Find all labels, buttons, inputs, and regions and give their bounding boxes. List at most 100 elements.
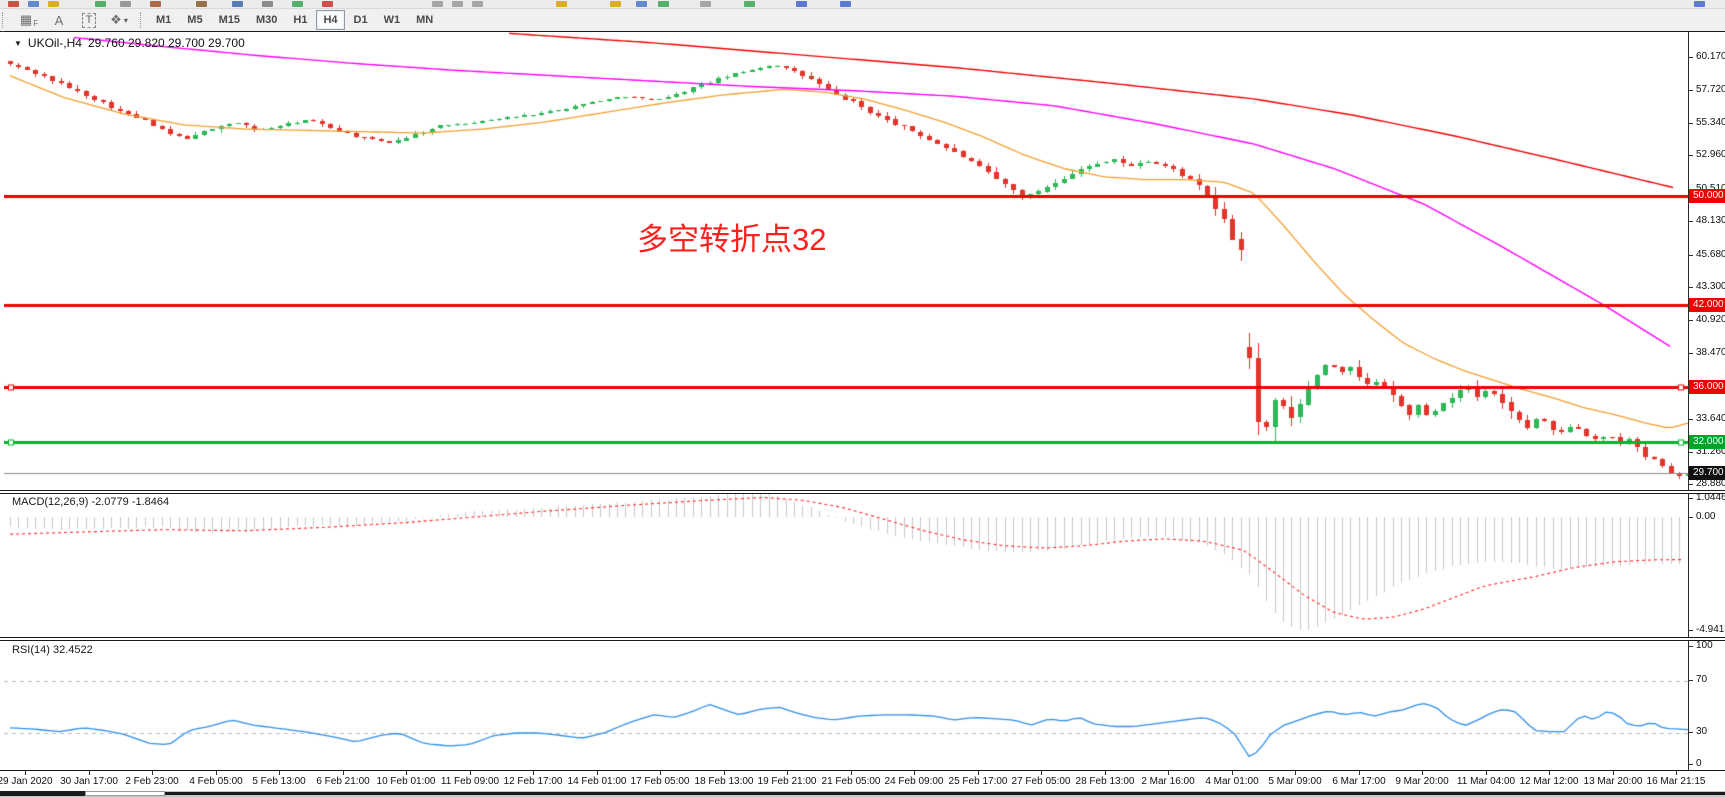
time-axis-tick bbox=[1359, 771, 1360, 775]
toolbar: ▦ F A T ❖ ▾ M1 M5 M15 M30 H1 H4 D1 W1 MN bbox=[0, 9, 1725, 32]
price-axis-tick bbox=[1689, 484, 1693, 485]
toolbar-icon-fragment bbox=[120, 1, 131, 7]
time-axis-label: 12 Mar 12:00 bbox=[1519, 776, 1579, 787]
toolbar-icon-fragment bbox=[556, 1, 567, 7]
panel-splitter[interactable] bbox=[0, 637, 1725, 641]
time-axis-tick bbox=[25, 771, 26, 775]
text-label-icon[interactable]: A bbox=[54, 12, 64, 28]
time-axis-tick bbox=[343, 771, 344, 775]
toolbar-icon-fragment bbox=[840, 1, 851, 7]
chart-title: ▼ UKOil-,H4 29.760 29.820 29.700 29.700 bbox=[14, 36, 245, 50]
time-axis-tick bbox=[406, 771, 407, 775]
time-axis-tick bbox=[470, 771, 471, 775]
timeframe-button-w1[interactable]: W1 bbox=[383, 14, 401, 26]
price-axis-tick bbox=[1689, 155, 1693, 156]
macd-label: MACD(12,26,9) -2.0779 -1.8464 bbox=[12, 496, 170, 508]
scrollbar-track[interactable] bbox=[0, 791, 85, 796]
timeframe-button-mn[interactable]: MN bbox=[416, 14, 434, 26]
macd-axis-label: -4.9417 bbox=[1696, 624, 1725, 635]
price-level-badge: 50.000 bbox=[1689, 189, 1725, 203]
price-level-badge: 42.000 bbox=[1689, 298, 1725, 312]
macd-axis-tick bbox=[1689, 517, 1693, 518]
time-axis-label: 9 Mar 20:00 bbox=[1395, 776, 1449, 787]
toolbar-icon-fragment bbox=[636, 1, 647, 7]
rsi-axis-tick bbox=[1689, 680, 1693, 681]
objects-arrows-icon[interactable]: ❖ ▾ bbox=[110, 12, 128, 27]
toolbar-icon-fragment bbox=[95, 1, 106, 7]
price-axis-tick bbox=[1689, 452, 1693, 453]
price-axis-label: 33.640 bbox=[1696, 413, 1725, 424]
toolbar-icon-fragment bbox=[796, 1, 807, 7]
price-axis-label: 60.170 bbox=[1696, 51, 1725, 62]
panel-splitter[interactable] bbox=[0, 490, 1725, 494]
rsi-axis-label: 70 bbox=[1696, 674, 1708, 685]
price-axis-label: 48.130 bbox=[1696, 215, 1725, 226]
macd-canvas[interactable] bbox=[4, 494, 1688, 637]
timeframe-button-m1[interactable]: M1 bbox=[156, 14, 172, 26]
timeframe-button-m15[interactable]: M15 bbox=[218, 14, 240, 26]
time-axis-label: 17 Feb 05:00 bbox=[630, 776, 690, 787]
time-axis-label: 30 Jan 17:00 bbox=[60, 776, 118, 787]
rsi-axis-tick bbox=[1689, 764, 1693, 765]
time-axis-tick bbox=[914, 771, 915, 775]
chart-ohlc-values: 29.760 29.820 29.700 29.700 bbox=[87, 36, 245, 50]
toolbar-icon-fragment bbox=[48, 1, 59, 7]
toolbar-icon-fragment bbox=[196, 1, 207, 7]
price-axis-label: 38.470 bbox=[1696, 347, 1725, 358]
toolbar-icon-fragment bbox=[322, 1, 333, 7]
time-axis-tick bbox=[851, 771, 852, 775]
time-axis-label: 4 Feb 05:00 bbox=[189, 776, 243, 787]
rsi-label: RSI(14) 32.4522 bbox=[12, 644, 93, 656]
rsi-axis-tick bbox=[1689, 732, 1693, 733]
time-axis-tick bbox=[1486, 771, 1487, 775]
time-axis-tick bbox=[1549, 771, 1550, 775]
chart-symbol-period: UKOil-,H4 bbox=[27, 36, 82, 50]
time-axis-label: 29 Jan 2020 bbox=[0, 776, 53, 787]
price-level-badge: 32.000 bbox=[1689, 435, 1725, 449]
timeframe-button-h1[interactable]: H1 bbox=[293, 14, 308, 26]
time-axis-label: 28 Feb 13:00 bbox=[1075, 776, 1135, 787]
price-chart-canvas[interactable] bbox=[4, 32, 1688, 490]
rsi-panel: RSI(14) 32.4522 100 70 30 0 bbox=[0, 640, 1725, 770]
time-axis-tick bbox=[89, 771, 90, 775]
chart-text-annotation[interactable]: 多空转折点32 bbox=[637, 222, 827, 257]
time-axis-label: 24 Feb 09:00 bbox=[884, 776, 944, 787]
toolbar-icon-fragment bbox=[1694, 1, 1705, 7]
chart-dropdown-icon[interactable]: ▼ bbox=[14, 38, 22, 48]
toolbar-cutoff-strip bbox=[0, 0, 1725, 9]
main-chart-panel: ▼ UKOil-,H4 29.760 29.820 29.700 29.700 … bbox=[0, 32, 1725, 490]
timeframe-button-m5[interactable]: M5 bbox=[187, 14, 203, 26]
time-axis-label: 2 Feb 23:00 bbox=[125, 776, 179, 787]
timeframe-button-d1[interactable]: D1 bbox=[353, 14, 368, 26]
time-axis-label: 6 Mar 17:00 bbox=[1332, 776, 1386, 787]
price-axis-label: 57.720 bbox=[1696, 84, 1725, 95]
time-axis-label: 21 Feb 05:00 bbox=[821, 776, 881, 787]
price-axis-tick bbox=[1689, 287, 1693, 288]
price-axis-label: 31.260 bbox=[1696, 446, 1725, 457]
time-axis-tick bbox=[279, 771, 280, 775]
time-axis-label: 5 Mar 09:00 bbox=[1268, 776, 1322, 787]
text-box-icon[interactable]: T bbox=[78, 11, 100, 29]
rsi-axis-label: 30 bbox=[1696, 726, 1708, 737]
timeframe-button-h4[interactable]: H4 bbox=[316, 10, 345, 30]
time-axis[interactable]: 29 Jan 2020 30 Jan 17:00 2 Feb 23:00 4 Feb … bbox=[0, 770, 1725, 792]
rsi-axis-label: 100 bbox=[1696, 640, 1713, 651]
macd-axis: 1.0446 0.00 -4.9417 bbox=[1689, 492, 1725, 637]
price-level-badge: 29.700 bbox=[1689, 466, 1725, 480]
rsi-axis: 100 70 30 0 bbox=[1689, 640, 1725, 770]
rsi-canvas[interactable] bbox=[4, 641, 1688, 770]
grid-icon[interactable]: ▦ F bbox=[19, 12, 39, 28]
toolbar-icon-fragment bbox=[452, 1, 463, 7]
time-axis-tick bbox=[533, 771, 534, 775]
scrollbar-thumb[interactable] bbox=[85, 791, 165, 796]
scrollbar-track[interactable] bbox=[165, 792, 1725, 795]
time-axis-tick bbox=[1295, 771, 1296, 775]
toolbar-icon-fragment bbox=[658, 1, 669, 7]
time-axis-tick bbox=[1105, 771, 1106, 775]
timeframe-button-m30[interactable]: M30 bbox=[255, 14, 278, 26]
time-axis-tick bbox=[597, 771, 598, 775]
time-axis-tick bbox=[1232, 771, 1233, 775]
macd-axis-label: 1.0446 bbox=[1696, 492, 1725, 503]
time-axis-label: 13 Mar 20:00 bbox=[1583, 776, 1643, 787]
